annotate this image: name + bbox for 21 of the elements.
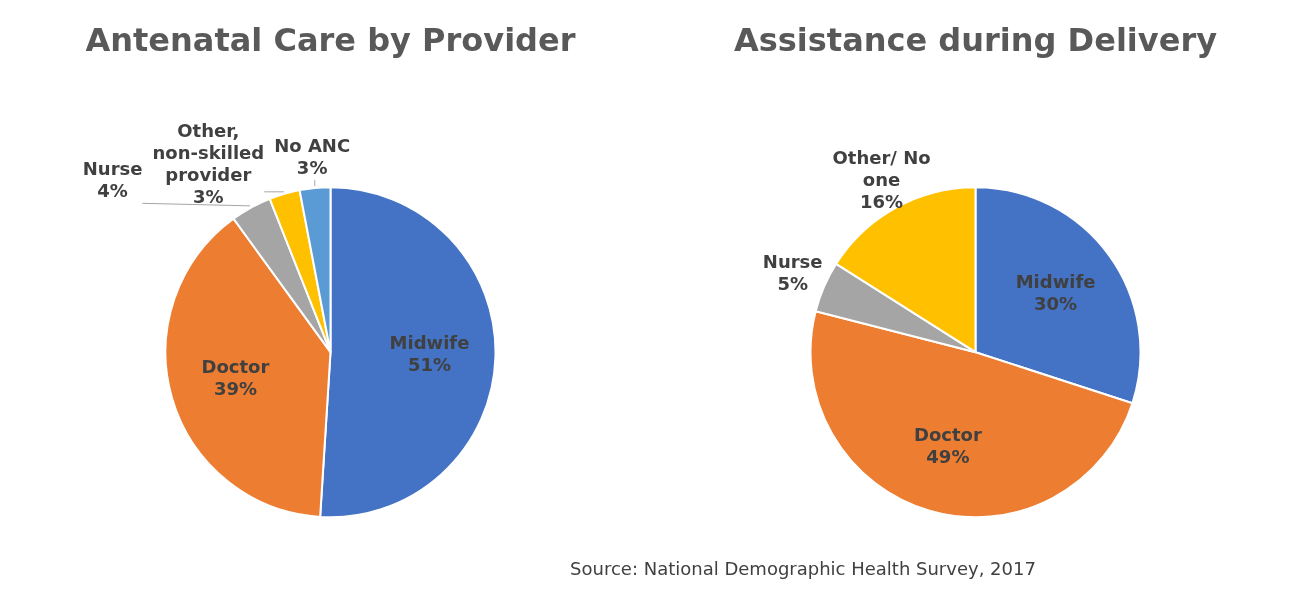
data-label: 51%: [407, 353, 451, 375]
data-label: 3%: [193, 185, 224, 207]
slice-label: Other/ No one: [832, 146, 931, 190]
data-label: 16%: [860, 190, 904, 212]
data-label: 4%: [97, 179, 128, 201]
chart-title: Antenatal Care by Provider: [85, 20, 576, 59]
slice-label: Other, non-skilled provider: [152, 119, 265, 185]
data-label: 30%: [1034, 292, 1078, 314]
slice-label: Doctor: [201, 356, 270, 378]
slice-label: Midwife: [389, 331, 470, 353]
slice-label: No ANC: [274, 134, 351, 156]
chart-title: Assistance during Delivery: [733, 20, 1218, 59]
data-label: 5%: [777, 273, 808, 295]
data-label: 3%: [296, 156, 328, 178]
data-label: 39%: [213, 378, 257, 400]
source-note: Source: National Demographic Health Survey, 2017: [569, 558, 1037, 579]
slice-label: Midwife: [1015, 270, 1096, 292]
slice-label: Nurse: [82, 157, 143, 179]
slice-label: Doctor: [913, 423, 982, 445]
slice-label: Nurse: [762, 251, 823, 273]
data-label: 49%: [926, 445, 970, 467]
